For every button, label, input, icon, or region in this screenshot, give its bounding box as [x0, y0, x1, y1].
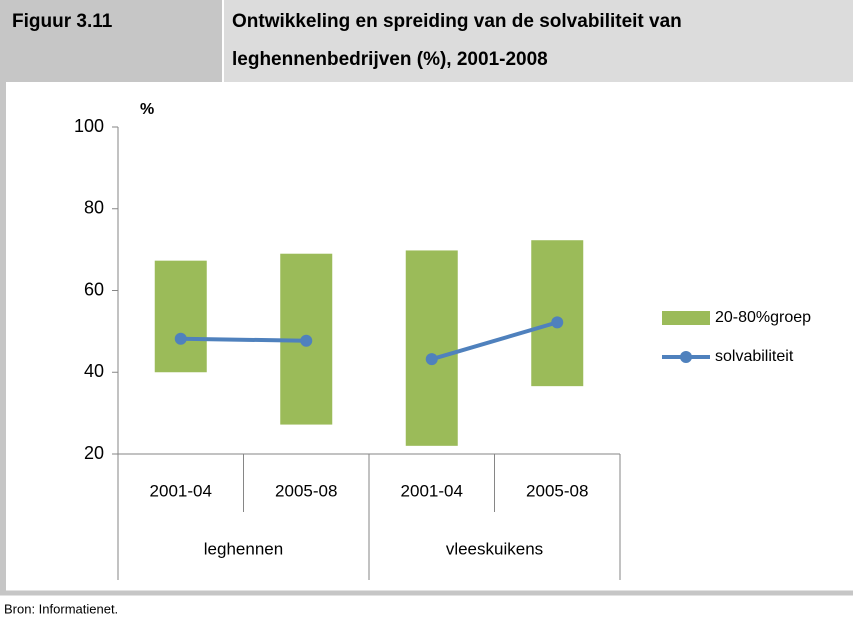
line: [180, 336, 307, 343]
title-box: [224, 0, 853, 82]
group-label: leghennen: [204, 539, 283, 558]
title-line: Ontwikkeling en spreiding van de solvabi…: [232, 11, 682, 32]
y-tick-label: 20: [84, 443, 104, 463]
line-marker: [551, 316, 564, 329]
title-line: leghennenbedrijven (%), 2001-2008: [232, 49, 548, 70]
range-bar: [531, 240, 584, 387]
range-bar: [405, 250, 458, 446]
legend-marker: [680, 351, 692, 363]
y-tick-label: 60: [84, 279, 104, 299]
y-tick-label: 40: [84, 361, 104, 381]
x-tick-label: 2005-08: [526, 481, 588, 500]
figure-box: [0, 0, 222, 82]
legend-swatch: [662, 311, 710, 325]
legend-label: 20-80%groep: [715, 309, 811, 326]
line: [431, 320, 558, 362]
line-marker: [300, 334, 313, 347]
y-tick-label: 100: [74, 116, 104, 136]
legend-label: solvabiliteit: [715, 348, 794, 365]
y-axis-label: %: [140, 101, 154, 118]
y-tick-label: 80: [84, 198, 104, 218]
range-bar: [154, 260, 207, 373]
line-marker: [174, 332, 187, 345]
group-label: vleeskuikens: [446, 539, 543, 558]
source: Bron: Informatienet.: [4, 601, 118, 616]
figure-number: Figuur 3.11: [12, 11, 113, 32]
line-marker: [425, 353, 438, 366]
x-tick-label: 2001-04: [401, 481, 463, 500]
x-tick-label: 2005-08: [275, 481, 337, 500]
x-tick-label: 2001-04: [150, 481, 212, 500]
